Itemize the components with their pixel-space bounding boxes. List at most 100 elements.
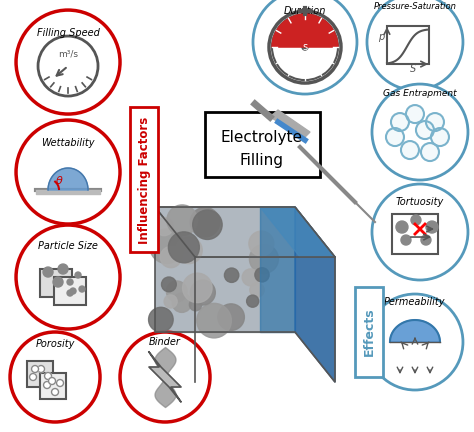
Polygon shape [48, 168, 88, 190]
Circle shape [45, 372, 52, 379]
Circle shape [162, 277, 176, 292]
Circle shape [197, 303, 231, 338]
Circle shape [75, 272, 81, 278]
Circle shape [67, 279, 73, 285]
Circle shape [193, 210, 222, 239]
Text: Tortuosity: Tortuosity [396, 197, 444, 207]
Polygon shape [155, 207, 335, 257]
Circle shape [167, 205, 198, 235]
Circle shape [149, 229, 184, 264]
Text: θ: θ [56, 176, 63, 186]
Text: Particle Size: Particle Size [38, 241, 98, 251]
Text: Wettability: Wettability [41, 138, 95, 148]
Circle shape [372, 184, 468, 280]
Polygon shape [295, 207, 335, 382]
Circle shape [79, 286, 85, 292]
Circle shape [16, 10, 120, 114]
Circle shape [43, 267, 53, 277]
Circle shape [58, 264, 68, 274]
Wedge shape [272, 14, 338, 47]
Text: Electrolyte: Electrolyte [221, 130, 303, 145]
Circle shape [401, 235, 411, 245]
Circle shape [421, 235, 431, 245]
Circle shape [32, 365, 38, 372]
Circle shape [218, 304, 245, 330]
Circle shape [367, 294, 463, 390]
Bar [205, 112, 320, 177]
Circle shape [372, 84, 468, 180]
Circle shape [391, 113, 409, 131]
Text: Effects: Effects [363, 308, 375, 356]
Circle shape [249, 231, 274, 256]
Bar [54, 277, 86, 305]
Circle shape [29, 374, 36, 381]
Text: Filling: Filling [240, 152, 284, 168]
Circle shape [53, 277, 63, 287]
Circle shape [406, 105, 424, 123]
Circle shape [246, 295, 259, 307]
Circle shape [52, 388, 58, 396]
Circle shape [426, 113, 444, 131]
Polygon shape [149, 352, 181, 402]
Circle shape [396, 221, 408, 233]
Circle shape [224, 268, 239, 283]
Circle shape [164, 295, 177, 308]
Bar [387, 26, 429, 64]
Circle shape [249, 245, 278, 273]
Circle shape [166, 281, 187, 302]
Circle shape [367, 0, 463, 90]
Circle shape [421, 143, 439, 161]
Circle shape [431, 128, 449, 146]
Text: S: S [410, 64, 416, 74]
Circle shape [250, 283, 264, 297]
Circle shape [175, 237, 202, 264]
Circle shape [48, 378, 55, 384]
Text: m³/s: m³/s [58, 50, 78, 59]
Circle shape [56, 379, 64, 387]
Polygon shape [270, 110, 310, 137]
Text: s: s [302, 42, 308, 52]
Circle shape [386, 128, 404, 146]
Polygon shape [260, 207, 335, 257]
Circle shape [426, 221, 438, 233]
Circle shape [190, 280, 215, 305]
Polygon shape [390, 320, 440, 342]
Circle shape [160, 247, 182, 268]
Circle shape [44, 381, 51, 388]
Circle shape [182, 273, 212, 303]
Circle shape [155, 217, 173, 236]
Circle shape [253, 0, 357, 94]
Circle shape [70, 288, 76, 294]
Circle shape [190, 299, 202, 311]
Circle shape [401, 141, 419, 159]
Circle shape [242, 269, 259, 286]
Circle shape [255, 268, 269, 282]
Circle shape [120, 332, 210, 422]
Text: Gas Entrapment: Gas Entrapment [383, 89, 457, 98]
Text: p: p [378, 32, 384, 42]
Polygon shape [260, 207, 295, 332]
Circle shape [10, 332, 100, 422]
Text: Pressure-Saturation: Pressure-Saturation [374, 2, 456, 11]
Polygon shape [155, 207, 295, 332]
Bar [355, 287, 383, 377]
Text: Influencing Factors: Influencing Factors [137, 116, 151, 244]
Text: Porosity: Porosity [36, 339, 75, 349]
Bar [27, 361, 53, 387]
Bar [392, 214, 438, 254]
Circle shape [269, 11, 341, 83]
Circle shape [168, 232, 200, 263]
Circle shape [16, 120, 120, 224]
Text: Duration: Duration [284, 6, 326, 16]
Polygon shape [295, 207, 335, 382]
Circle shape [302, 44, 308, 50]
Text: Permeability: Permeability [384, 297, 446, 307]
Circle shape [272, 14, 338, 80]
Bar [40, 373, 66, 399]
Bar [130, 107, 158, 252]
Circle shape [67, 290, 73, 296]
Text: Binder: Binder [149, 337, 181, 347]
Circle shape [16, 225, 120, 329]
Circle shape [416, 121, 434, 139]
Circle shape [38, 36, 98, 96]
